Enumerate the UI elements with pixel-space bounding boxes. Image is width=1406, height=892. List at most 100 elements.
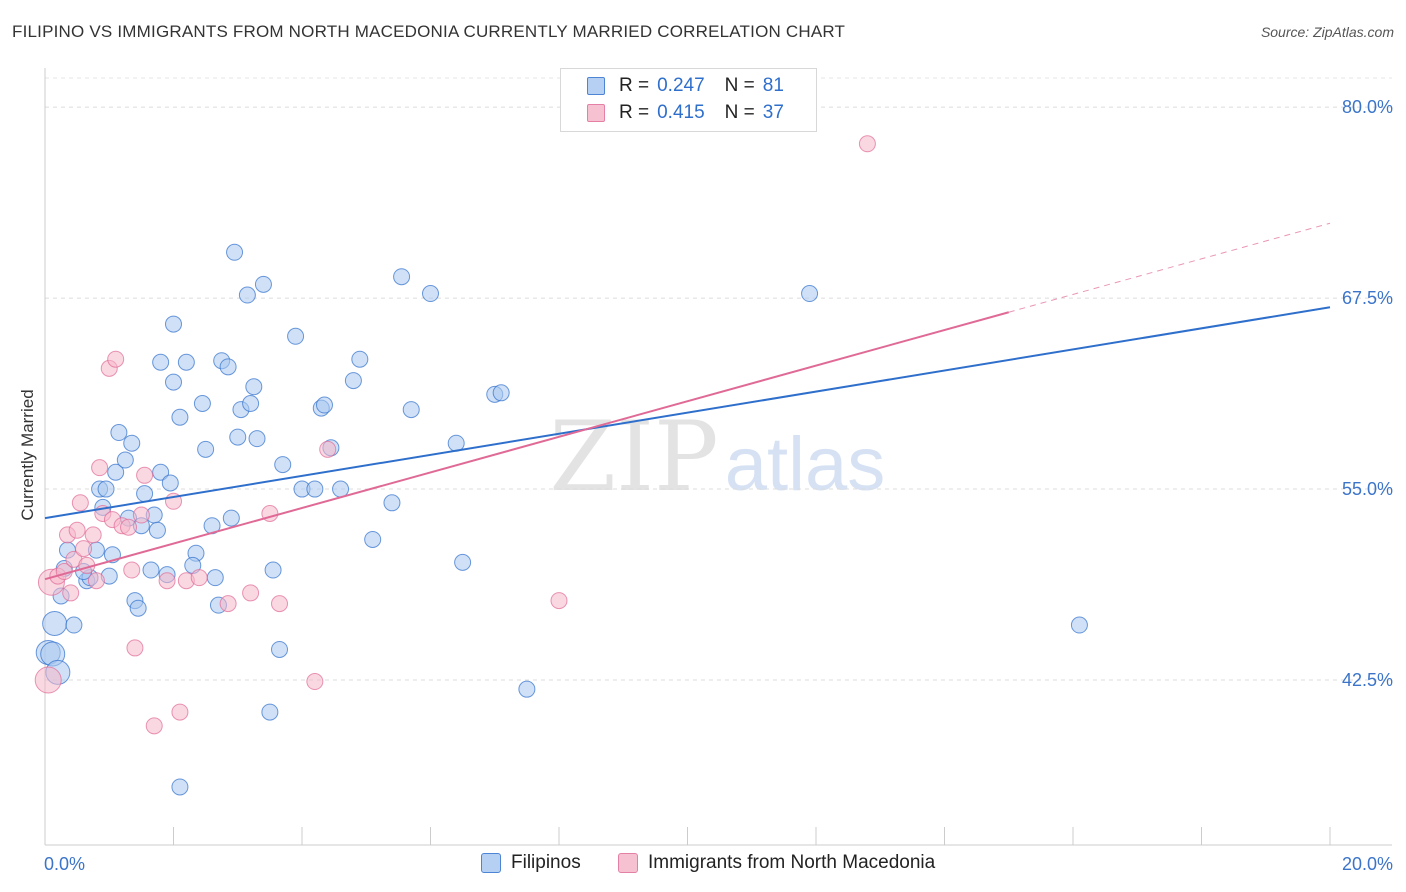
- filipinos-point: [306, 480, 324, 498]
- legend-row-macedonia: R = 0.415 N = 37: [587, 101, 784, 125]
- macedonia-point: [136, 466, 154, 484]
- macedonia-point: [68, 521, 86, 539]
- filipinos-point: [402, 401, 420, 419]
- macedonia-point: [158, 572, 176, 590]
- macedonia-point: [62, 584, 80, 602]
- y-tick-label: 80.0%: [1342, 97, 1393, 117]
- filipinos-point: [152, 463, 170, 481]
- macedonia-point: [84, 526, 102, 544]
- filipinos-point: [171, 778, 189, 796]
- filipinos-point: [219, 358, 237, 376]
- filipinos-point: [351, 350, 369, 368]
- macedonia-point: [120, 518, 138, 536]
- macedonia-point: [107, 350, 125, 368]
- filipinos-point: [65, 616, 83, 634]
- filipinos-point: [107, 463, 125, 481]
- series-legend-filipinos[interactable]: Filipinos: [481, 852, 581, 874]
- legend-swatch-macedonia: [587, 104, 605, 122]
- filipinos-point: [116, 451, 134, 469]
- macedonia-point: [132, 506, 150, 524]
- filipinos-point: [238, 286, 256, 304]
- macedonia-point: [319, 440, 337, 458]
- filipinos-point: [261, 703, 279, 721]
- y-tick-label: 42.5%: [1342, 670, 1393, 690]
- filipinos-point: [165, 373, 182, 391]
- filipinos-point: [165, 315, 182, 333]
- legend-r-label: R =: [619, 102, 650, 123]
- filipinos-point: [242, 395, 260, 413]
- filipinos-point: [271, 640, 289, 658]
- filipinos-point: [152, 353, 170, 371]
- legend-swatch-filipinos: [587, 77, 605, 95]
- series-swatch-macedonia: [618, 853, 638, 873]
- legend-n-label: N =: [724, 75, 755, 96]
- filipinos-point: [492, 384, 510, 402]
- filipinos-point: [245, 378, 263, 396]
- filipinos-point: [344, 372, 362, 390]
- filipinos-point: [110, 424, 128, 442]
- macedonia-point: [91, 459, 109, 477]
- series-legend-label: Immigrants from North Macedonia: [648, 852, 936, 873]
- filipinos-point: [148, 521, 166, 539]
- series-legend: Filipinos Immigrants from North Macedoni…: [0, 852, 1406, 878]
- filipinos-point: [383, 494, 401, 512]
- macedonia-point: [71, 494, 89, 512]
- filipinos-point: [332, 480, 350, 498]
- filipinos-point: [364, 530, 382, 548]
- macedonia-point: [145, 717, 163, 735]
- filipinos-point: [177, 353, 195, 371]
- filipinos-point: [1070, 616, 1088, 634]
- macedonia-point: [75, 540, 93, 558]
- x-tick-label: 20.0%: [1342, 854, 1393, 874]
- filipinos-point: [97, 480, 115, 498]
- filipinos-point: [197, 440, 215, 458]
- macedonia-point: [126, 639, 144, 657]
- macedonia-point: [242, 584, 260, 602]
- filipinos-point: [254, 275, 272, 293]
- series-legend-macedonia[interactable]: Immigrants from North Macedonia: [618, 852, 935, 874]
- watermark-zip: ZIP: [549, 401, 718, 513]
- filipinos-point: [129, 599, 147, 617]
- filipinos-point: [287, 327, 305, 345]
- legend-r-label: R =: [619, 75, 650, 96]
- legend-r-value: 0.247: [657, 75, 705, 96]
- macedonia-point: [219, 595, 237, 613]
- filipinos-point: [206, 569, 224, 587]
- filipinos-point: [274, 456, 292, 474]
- filipinos-point: [222, 509, 240, 527]
- filipinos-point: [161, 474, 179, 492]
- filipinos-point: [422, 285, 439, 303]
- filipinos-point: [801, 285, 819, 303]
- filipinos-trend-line: [44, 306, 1331, 520]
- x-tick-label: 0.0%: [44, 854, 85, 874]
- series-legend-label: Filipinos: [511, 852, 581, 873]
- macedonia-point: [190, 569, 208, 587]
- filipinos-point: [123, 434, 141, 452]
- filipinos-point: [248, 430, 266, 448]
- y-tick-label: 55.0%: [1342, 479, 1393, 499]
- watermark-atlas: atlas: [725, 422, 886, 507]
- macedonia-trend-line: [44, 311, 1010, 581]
- macedonia-point: [306, 673, 324, 691]
- legend-r-value: 0.415: [657, 102, 705, 123]
- legend-n-value: 81: [762, 75, 784, 96]
- filipinos-point: [393, 268, 411, 286]
- y-tick-label: 67.5%: [1342, 288, 1393, 308]
- filipinos-point: [264, 561, 282, 579]
- macedonia-point: [858, 135, 876, 153]
- legend-n-value: 37: [762, 102, 784, 123]
- filipinos-point: [454, 553, 472, 571]
- filipinos-point: [171, 408, 189, 426]
- y-axis-label: Currently Married: [18, 389, 37, 521]
- macedonia-point: [550, 592, 568, 610]
- filipinos-point: [229, 428, 247, 446]
- filipinos-point: [193, 395, 211, 413]
- macedonia-point: [171, 703, 189, 721]
- legend-row-filipinos: R = 0.247 N = 81: [587, 74, 784, 98]
- macedonia-point: [87, 572, 105, 590]
- macedonia-point: [271, 595, 289, 613]
- filipinos-point: [315, 396, 333, 414]
- filipinos-point: [518, 680, 536, 698]
- macedonia-point: [34, 666, 62, 694]
